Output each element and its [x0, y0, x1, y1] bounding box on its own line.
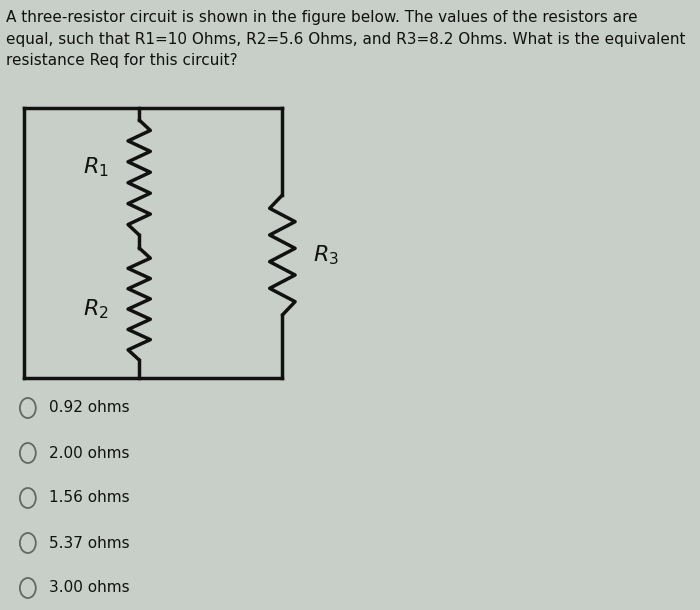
- Text: 0.92 ohms: 0.92 ohms: [49, 401, 130, 415]
- Text: 3.00 ohms: 3.00 ohms: [49, 581, 130, 595]
- Text: $R_1$: $R_1$: [83, 156, 108, 179]
- Text: $R_3$: $R_3$: [313, 243, 339, 267]
- Text: 5.37 ohms: 5.37 ohms: [49, 536, 130, 550]
- Text: 1.56 ohms: 1.56 ohms: [49, 490, 130, 506]
- Text: $R_2$: $R_2$: [83, 297, 108, 321]
- Text: A three-resistor circuit is shown in the figure below. The values of the resisto: A three-resistor circuit is shown in the…: [6, 10, 686, 68]
- Text: 2.00 ohms: 2.00 ohms: [49, 445, 130, 461]
